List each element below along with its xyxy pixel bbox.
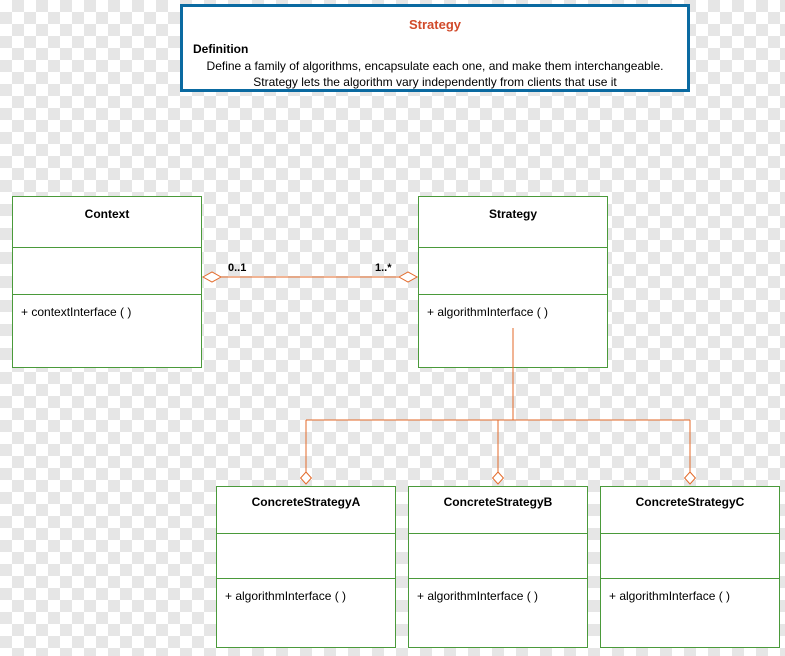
header-box: Strategy Definition Define a family of a… xyxy=(180,4,690,92)
class-concrete-a: ConcreteStrategyA + algorithmInterface (… xyxy=(216,486,396,648)
class-concrete-b-attrs xyxy=(409,534,587,579)
class-context: Context + contextInterface ( ) xyxy=(12,196,202,368)
class-concrete-c-op: + algorithmInterface ( ) xyxy=(601,579,779,647)
class-concrete-c-name: ConcreteStrategyC xyxy=(601,487,779,534)
class-strategy: Strategy + algorithmInterface ( ) xyxy=(418,196,608,368)
header-title: Strategy xyxy=(193,17,677,32)
class-concrete-c: ConcreteStrategyC + algorithmInterface (… xyxy=(600,486,780,648)
class-concrete-b-op: + algorithmInterface ( ) xyxy=(409,579,587,647)
diagram-stage: Strategy Definition Define a family of a… xyxy=(0,0,785,656)
class-strategy-op: + algorithmInterface ( ) xyxy=(419,295,607,367)
class-concrete-a-attrs xyxy=(217,534,395,579)
class-context-name: Context xyxy=(13,197,201,248)
class-strategy-name: Strategy xyxy=(419,197,607,248)
class-context-op: + contextInterface ( ) xyxy=(13,295,201,367)
class-concrete-b-name: ConcreteStrategyB xyxy=(409,487,587,534)
class-strategy-attrs xyxy=(419,248,607,295)
class-concrete-b: ConcreteStrategyB + algorithmInterface (… xyxy=(408,486,588,648)
class-context-attrs xyxy=(13,248,201,295)
header-def-text: Define a family of algorithms, encapsula… xyxy=(193,58,677,90)
multiplicity-left: 0..1 xyxy=(228,262,246,274)
class-concrete-a-name: ConcreteStrategyA xyxy=(217,487,395,534)
class-concrete-a-op: + algorithmInterface ( ) xyxy=(217,579,395,647)
header-def-label: Definition xyxy=(193,42,677,56)
multiplicity-right: 1..* xyxy=(375,262,392,274)
class-concrete-c-attrs xyxy=(601,534,779,579)
